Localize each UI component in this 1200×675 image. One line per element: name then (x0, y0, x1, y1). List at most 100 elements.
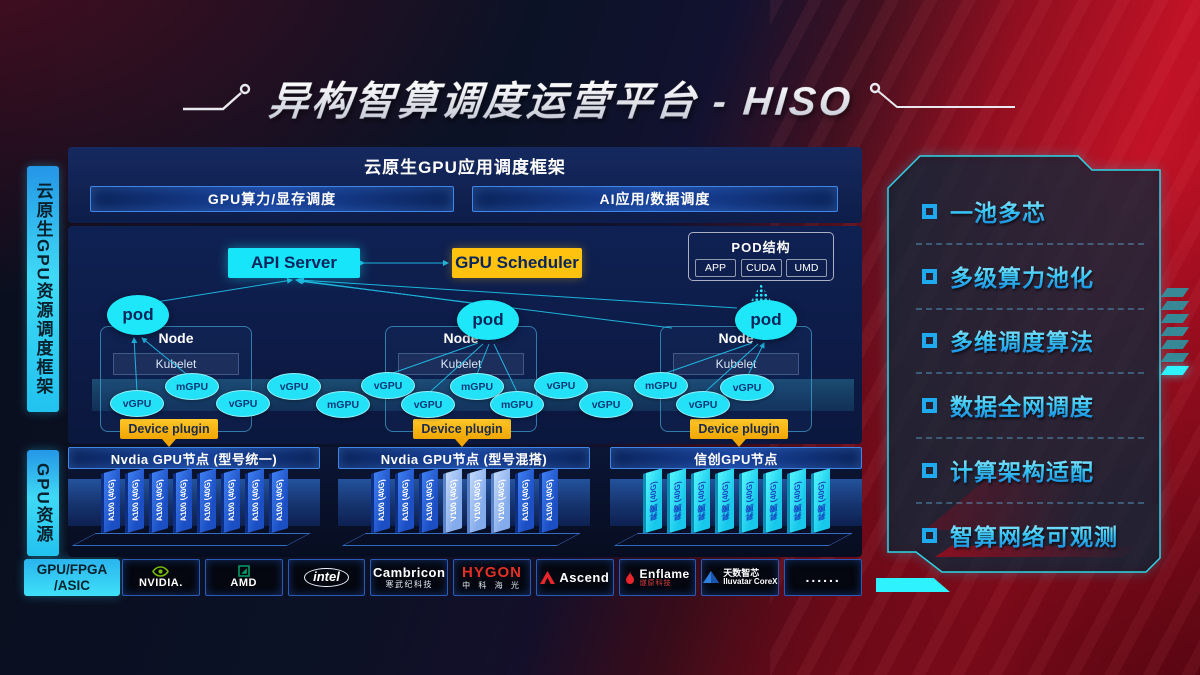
sidebar-gpu-resource-label: GPU资源 (27, 450, 59, 556)
feature-label: 多级算力池化 (950, 259, 1094, 293)
feature-label: 多维调度算法 (950, 323, 1094, 357)
amd-logo-icon (237, 565, 250, 578)
gpu-card-label: A100 (40G) (377, 478, 386, 523)
gpu-card-ascend: 昇腾 (40G) (643, 468, 662, 534)
vendor-name: HYGON (462, 563, 523, 581)
gpu-card-v100: V100 (40G) (443, 468, 462, 534)
gpu-card-label: 昇腾 (40G) (673, 480, 682, 522)
vendor-text-col: Enflame 燧原科技 (639, 566, 690, 588)
gpu-platform-outline (613, 533, 853, 546)
feature-item-1: 一池多芯 (922, 194, 1046, 228)
feature-separator (916, 502, 1144, 504)
feature-item-5: 计算架构适配 (922, 453, 1094, 487)
gpu-card-label: A100 (40G) (203, 478, 212, 523)
vendor-box-amd: AMD (204, 559, 283, 596)
mgpu-ellipse: mGPU (634, 372, 688, 399)
gpu-card-label: 昇腾 (40G) (793, 480, 802, 522)
vendor-box-more: ...... (784, 559, 863, 596)
vendor-box-ascend: Ascend (535, 559, 614, 596)
gpu-platform-outline (71, 533, 311, 546)
gpu-card-label: 昇腾 (40G) (697, 480, 706, 522)
iluvatar-logo-icon (703, 571, 720, 584)
gpu-card-label: 昇腾 (40G) (769, 480, 778, 522)
vgpu-ellipse: vGPU (110, 390, 164, 417)
device-plugin-arrow-icon (455, 439, 469, 447)
feature-label: 一池多芯 (950, 194, 1046, 228)
vendor-more-dots: ...... (805, 569, 841, 586)
sidebar-framework-label: 云原生GPU资源调度框架 (27, 166, 59, 412)
vendor-name: 天数智芯 (723, 567, 760, 578)
gpu-card-v100: V100 (40G) (491, 468, 510, 534)
device-plugin-box-3: Device plugin (690, 419, 788, 439)
device-plugin-arrow-icon (162, 439, 176, 447)
feature-label: 数据全网调度 (950, 388, 1094, 422)
feature-panel (887, 155, 1161, 573)
gpu-card-label: A100 (40G) (401, 478, 410, 523)
vgpu-ellipse: vGPU (720, 374, 774, 401)
pod-structure-box: POD结构 APP CUDA UMD (688, 232, 834, 281)
gpu-card-ascend: 昇腾 (40G) (691, 468, 710, 534)
gpu-card-a100: A100 (40G) (149, 468, 168, 534)
gpu-card-ascend: 昇腾 (40G) (715, 468, 734, 534)
feature-label: 智算网络可观测 (950, 518, 1118, 552)
feature-separator (916, 308, 1144, 310)
vendor-box-enflame: Enflame 燧原科技 (618, 559, 697, 596)
gpu-platform-outline (341, 533, 581, 546)
ascend-logo-icon (540, 570, 556, 584)
vendor-subname: 寒武纪科技 (385, 579, 433, 589)
device-plugin-box-2: Device plugin (413, 419, 511, 439)
kubelet-box: Kubelet (398, 353, 524, 375)
gpu-card-a100: A100 (40G) (221, 468, 240, 534)
gpu-node-header-3: 信创GPU节点 (610, 447, 862, 469)
vgpu-ellipse: vGPU (579, 391, 633, 418)
vendor-box-intel: intel (287, 559, 366, 596)
vendor-name: AMD (230, 577, 257, 590)
vgpu-ellipse: vGPU (534, 372, 588, 399)
square-bullet-icon (922, 332, 937, 348)
gpu-card-ascend: 昇腾 (40G) (763, 468, 782, 534)
vendor-name: Enflame (639, 566, 690, 581)
gpu-compute-memory-scheduling-bar: GPU算力/显存调度 (90, 186, 454, 212)
gpu-card-label: A100 (40G) (521, 478, 530, 523)
square-bullet-icon (922, 527, 937, 543)
gpu-card-label: 昇腾 (40G) (817, 480, 826, 522)
cyan-wedge-decoration (876, 578, 950, 592)
sidebar-hardware-label: GPU/FPGA /ASIC (24, 559, 120, 596)
gpu-card-a100: A100 (40G) (539, 468, 558, 534)
pod-ellipse-3: pod (735, 300, 797, 340)
vgpu-ellipse: vGPU (401, 391, 455, 418)
vendor-subname: 燧原科技 (639, 580, 672, 588)
gpu-card-a100: A100 (40G) (245, 468, 264, 534)
kubelet-box: Kubelet (113, 353, 239, 375)
vendor-subname: Iluvatar CoreX (723, 577, 778, 587)
gpu-card-a100: A100 (40G) (419, 468, 438, 534)
gpu-card-a100: A100 (40G) (101, 468, 120, 534)
gpu-card-label: 昇腾 (40G) (745, 480, 754, 522)
gpu-card-ascend: 昇腾 (40G) (667, 468, 686, 534)
gpu-card-ascend: 昇腾 (40G) (739, 468, 758, 534)
sidebar-hardware-line1: GPU/FPGA (36, 561, 108, 577)
square-bullet-icon (922, 462, 937, 478)
page-title: 异构智算调度运营平台 - HISO (266, 69, 855, 127)
gpu-card-label: V100 (40G) (449, 478, 458, 523)
feature-label: 计算架构适配 (950, 453, 1094, 487)
feature-item-2: 多级算力池化 (922, 259, 1094, 293)
square-bullet-icon (922, 203, 937, 219)
square-bullet-icon (922, 397, 937, 413)
title-decoration-left-icon (182, 83, 251, 111)
vendor-subname: 中 科 海 光 (462, 580, 522, 590)
gpu-card-label: A100 (40G) (155, 478, 164, 523)
vendor-logo-row: 天数智芯 Iluvatar CoreX (703, 567, 778, 587)
vendor-logo-row: Ascend (540, 571, 609, 585)
api-server-box: API Server (228, 248, 360, 278)
gpu-card-ascend: 昇腾 (40G) (811, 468, 830, 534)
gpu-card-label: A100 (40G) (131, 478, 140, 523)
pod-structure-item-umd: UMD (786, 259, 827, 277)
vendor-name: NVIDIA. (138, 576, 183, 589)
vgpu-ellipse: vGPU (216, 390, 270, 417)
gpu-card-label: A100 (40G) (275, 478, 284, 523)
gpu-card-v100: V100 (40G) (467, 468, 486, 534)
feature-item-4: 数据全网调度 (922, 388, 1094, 422)
vgpu-ellipse: vGPU (267, 373, 321, 400)
gpu-card-a100: A100 (40G) (371, 468, 390, 534)
